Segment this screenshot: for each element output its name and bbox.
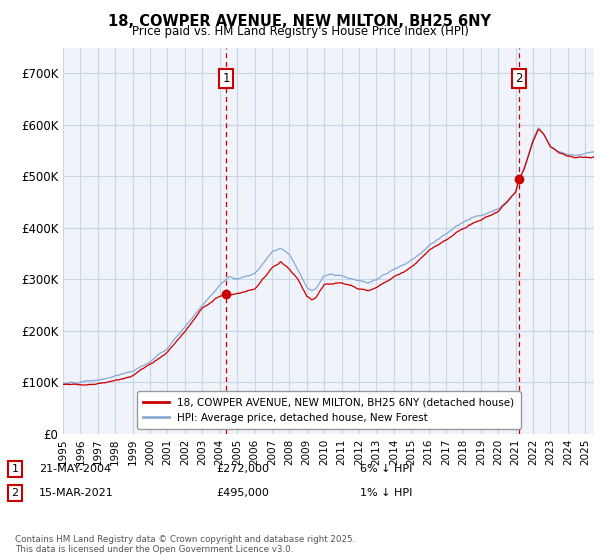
Text: £272,000: £272,000 bbox=[216, 464, 269, 474]
Text: Price paid vs. HM Land Registry's House Price Index (HPI): Price paid vs. HM Land Registry's House … bbox=[131, 25, 469, 38]
Text: £495,000: £495,000 bbox=[216, 488, 269, 498]
Text: 1: 1 bbox=[223, 72, 230, 85]
Legend: 18, COWPER AVENUE, NEW MILTON, BH25 6NY (detached house), HPI: Average price, de: 18, COWPER AVENUE, NEW MILTON, BH25 6NY … bbox=[137, 391, 521, 429]
Text: 2: 2 bbox=[515, 72, 523, 85]
Text: 21-MAY-2004: 21-MAY-2004 bbox=[39, 464, 111, 474]
Text: 6% ↓ HPI: 6% ↓ HPI bbox=[360, 464, 412, 474]
Text: 15-MAR-2021: 15-MAR-2021 bbox=[39, 488, 114, 498]
Text: 1: 1 bbox=[11, 464, 19, 474]
Text: 1% ↓ HPI: 1% ↓ HPI bbox=[360, 488, 412, 498]
Text: 18, COWPER AVENUE, NEW MILTON, BH25 6NY: 18, COWPER AVENUE, NEW MILTON, BH25 6NY bbox=[109, 14, 491, 29]
Text: Contains HM Land Registry data © Crown copyright and database right 2025.
This d: Contains HM Land Registry data © Crown c… bbox=[15, 535, 355, 554]
Text: 2: 2 bbox=[11, 488, 19, 498]
